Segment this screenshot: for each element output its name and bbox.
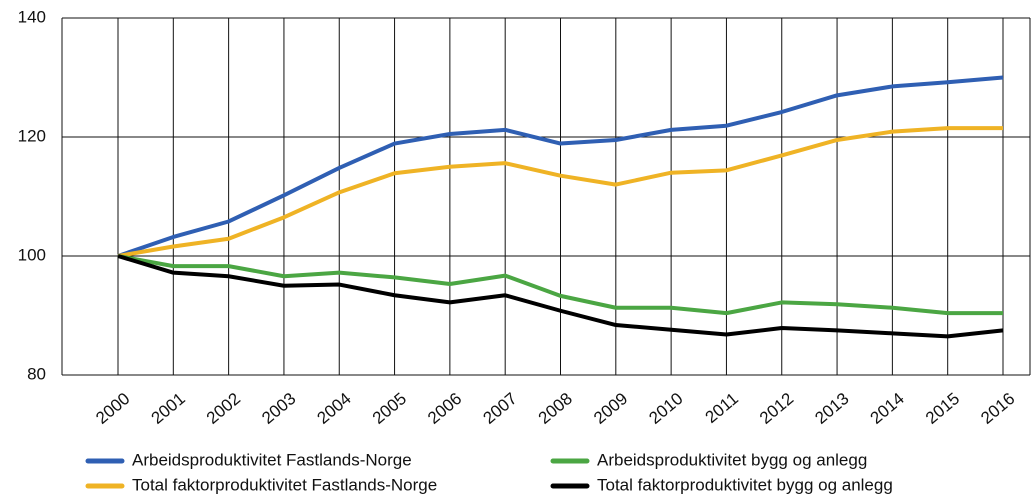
line-series: [117, 254, 1003, 316]
x-tick-label: 2003: [258, 389, 299, 428]
x-tick-label: 2002: [203, 389, 244, 428]
x-tick-label: 2015: [922, 389, 963, 428]
x-tick-label: 2013: [811, 389, 852, 428]
x-tick-label: 2005: [369, 389, 410, 428]
x-tick-label: 2004: [314, 389, 355, 428]
legend-label: Arbeidsproduktivitet bygg og anlegg: [597, 450, 867, 469]
line-series: [117, 126, 1003, 258]
line-series: [117, 254, 1004, 339]
x-tick-label: 2006: [424, 389, 465, 428]
x-tick-label: 2007: [479, 389, 520, 428]
y-tick-label: 120: [18, 126, 46, 145]
y-tick-label: 80: [27, 364, 46, 383]
x-tick-label: 2008: [535, 389, 576, 428]
x-tick-label: 2001: [148, 389, 189, 428]
legend-label: Arbeidsproduktivitet Fastlands-Norge: [132, 450, 412, 469]
legend-label: Total faktorproduktivitet Fastlands-Norg…: [132, 475, 437, 494]
x-tick-label: 2000: [92, 389, 133, 428]
y-tick-label: 140: [18, 7, 46, 26]
x-tick-label: 2010: [645, 389, 686, 428]
x-tick-label: 2016: [977, 389, 1018, 428]
x-tick-label: 2014: [867, 389, 908, 428]
x-tick-label: 2011: [702, 389, 742, 427]
x-tick-label: 2012: [756, 389, 797, 428]
legend-label: Total faktorproduktivitet bygg og anlegg: [597, 475, 893, 494]
y-tick-label: 100: [18, 245, 46, 264]
line-series: [117, 75, 1004, 258]
x-tick-label: 2009: [590, 389, 631, 428]
